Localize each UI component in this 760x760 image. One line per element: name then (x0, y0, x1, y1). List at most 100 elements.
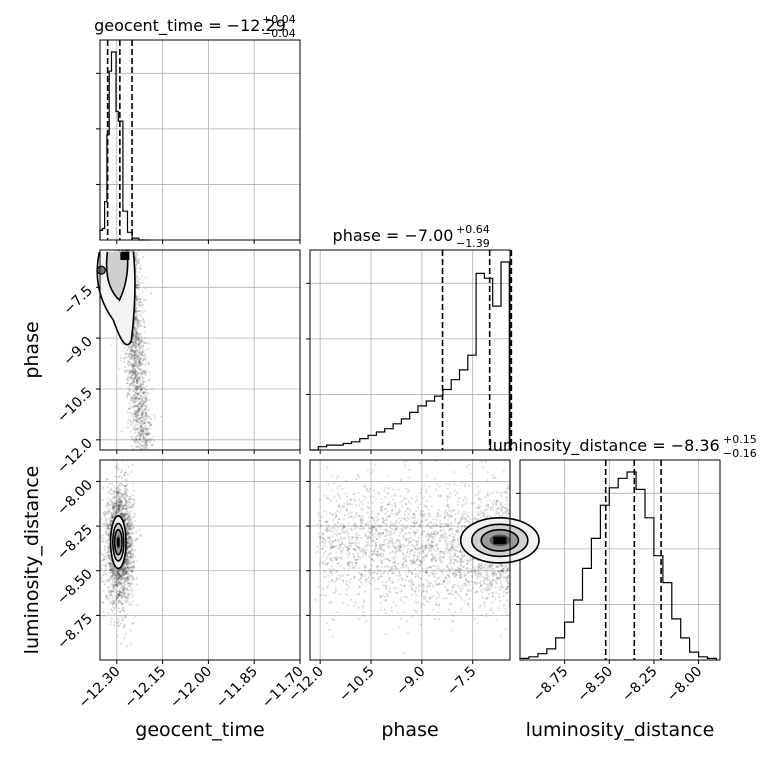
sample-point (101, 511, 105, 514)
sample-point (125, 495, 128, 498)
sample-point (123, 567, 126, 570)
sample-point (137, 413, 140, 416)
sample-point (129, 555, 133, 558)
sample-point (128, 499, 131, 502)
density-peak (120, 252, 130, 260)
sample-point (142, 419, 145, 422)
sample-point (131, 396, 134, 399)
sample-point (143, 446, 146, 449)
sample-point (383, 541, 386, 544)
sample-point (139, 268, 142, 271)
sample-point (131, 382, 134, 385)
sample-point (121, 607, 124, 610)
sample-point (135, 414, 138, 417)
sample-point (146, 428, 149, 431)
sample-point (133, 326, 136, 329)
sample-point (384, 543, 387, 546)
sample-point (100, 517, 104, 520)
sample-point (135, 410, 138, 413)
sample-point (492, 474, 495, 477)
sample-point (133, 368, 136, 371)
sample-point (373, 519, 376, 523)
sample-point (141, 311, 144, 314)
sample-point (134, 391, 137, 395)
sample-point (136, 352, 139, 355)
sample-point (139, 371, 142, 374)
sample-point (145, 414, 148, 417)
sample-point (118, 500, 121, 503)
sample-point (130, 423, 133, 426)
sample-point (132, 418, 136, 422)
sample-point (119, 488, 122, 491)
sample-point (123, 577, 126, 580)
sample-point (131, 561, 134, 564)
sample-point (134, 252, 137, 256)
sample-point (108, 556, 111, 559)
sample-point (138, 417, 141, 420)
sample-point (111, 570, 114, 574)
sample-point (146, 431, 149, 434)
sample-point (121, 571, 124, 574)
sample-point (142, 415, 145, 418)
sample-point (437, 595, 440, 598)
sample-point (120, 593, 123, 597)
sample-point (113, 512, 116, 515)
sample-point (143, 427, 146, 430)
sample-point (138, 346, 141, 349)
sample-point (139, 408, 142, 411)
y-tick-label: −8.75 (54, 611, 96, 653)
sample-point (133, 363, 136, 366)
sample-point (464, 482, 467, 486)
sample-point (132, 532, 135, 535)
x-tick-label: −8.50 (574, 664, 616, 706)
sample-point (145, 442, 148, 445)
sample-point (130, 375, 133, 379)
sample-point (149, 438, 152, 441)
sample-point (136, 324, 139, 327)
sample-point (504, 571, 507, 575)
sample-point (123, 474, 126, 477)
sample-point (138, 402, 141, 405)
sample-point (115, 481, 119, 484)
sample-point (133, 384, 136, 387)
x-tick-label: −11.85 (213, 664, 261, 712)
y-tick-label: −9.0 (60, 334, 95, 369)
sample-point (331, 488, 334, 491)
sample-point (136, 316, 139, 319)
sample-point (130, 354, 133, 357)
sample-point (129, 419, 132, 422)
sample-point (448, 496, 451, 499)
sample-point (147, 408, 150, 411)
sample-point (102, 486, 105, 490)
sample-point (137, 392, 140, 395)
sample-point (448, 516, 451, 519)
sample-point (107, 546, 110, 549)
sample-point (318, 519, 322, 522)
sample-point (138, 364, 141, 367)
sample-point (130, 506, 133, 509)
sample-point (122, 356, 125, 359)
sample-point (136, 323, 139, 326)
sample-point (140, 425, 143, 428)
sample-point (133, 365, 136, 368)
sample-point (123, 592, 126, 595)
sample-point (143, 357, 146, 360)
sample-point (118, 501, 121, 504)
sample-point (128, 535, 131, 538)
sample-point (135, 427, 139, 431)
sample-point (121, 468, 124, 471)
sample-point (138, 375, 142, 378)
sample-point (408, 509, 412, 512)
sample-point (116, 597, 119, 600)
x-tick-label: −12.30 (76, 664, 124, 712)
sample-point (136, 393, 139, 396)
sample-point (121, 343, 124, 346)
sample-point (133, 339, 136, 343)
sample-point (131, 548, 134, 551)
sample-point (140, 434, 143, 437)
sample-point (135, 380, 138, 383)
sample-point (130, 396, 133, 399)
sample-point (136, 413, 139, 416)
sample-point (135, 415, 139, 418)
sample-point (142, 341, 145, 344)
